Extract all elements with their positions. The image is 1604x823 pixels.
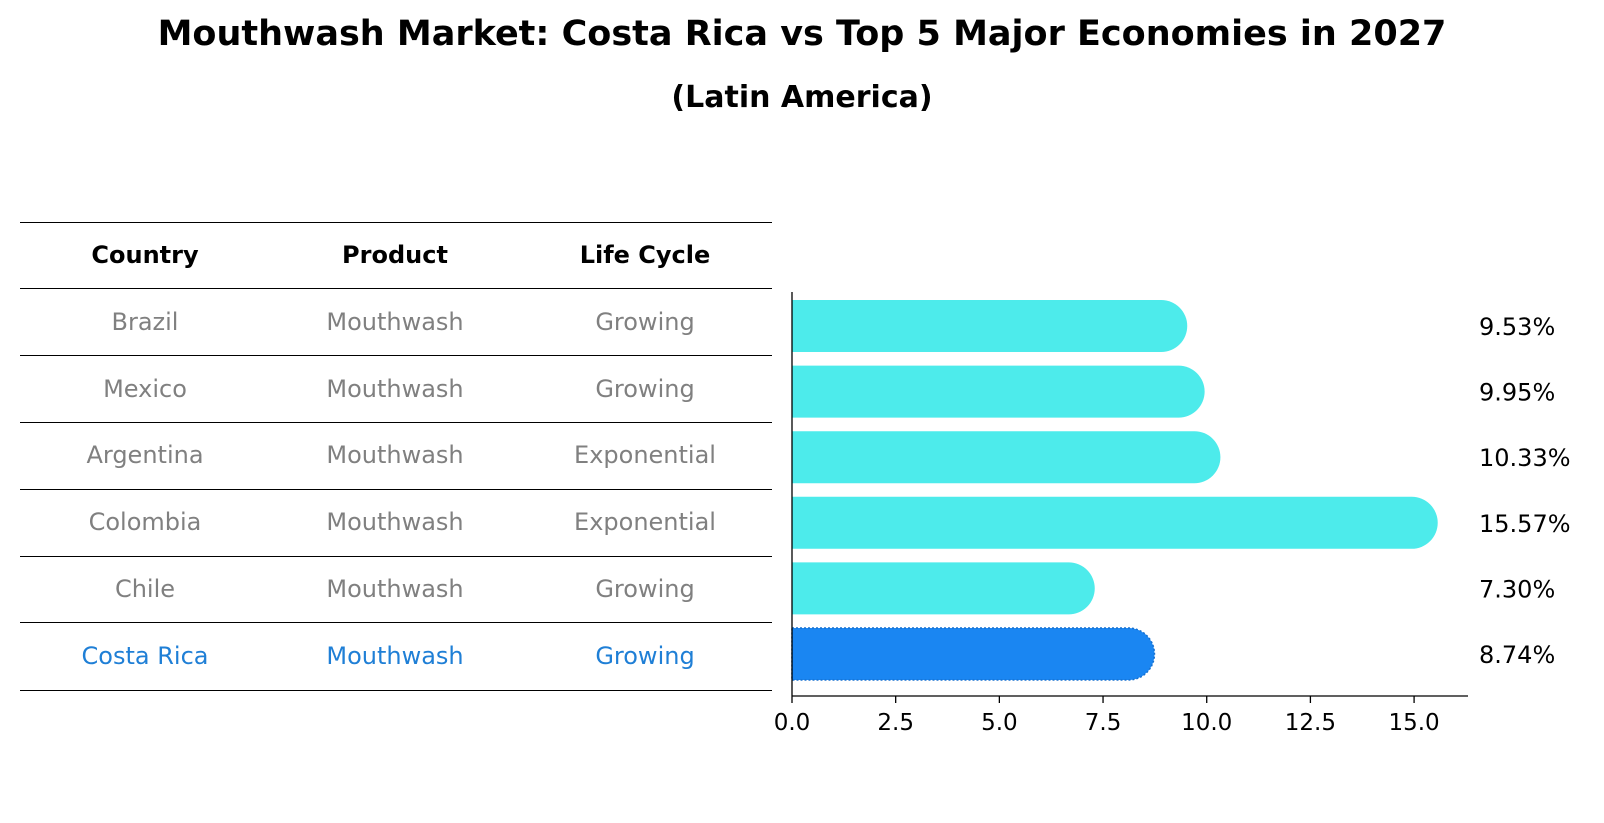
table-cell-country: Mexico <box>103 375 187 403</box>
table-rule <box>20 489 772 490</box>
table-rule <box>20 222 772 223</box>
bar-colombia <box>792 496 1438 549</box>
table-cell-product: Mouthwash <box>326 308 464 336</box>
table-rule <box>20 622 772 623</box>
x-tick-label: 7.5 <box>1085 710 1122 736</box>
table-cell-product: Mouthwash <box>326 375 464 403</box>
table-cell-product: Mouthwash <box>326 508 464 536</box>
table-rule <box>20 690 772 691</box>
table-cell-country: Chile <box>114 575 176 603</box>
table-rule <box>20 355 772 356</box>
table-header-country: Country <box>91 241 199 269</box>
x-tick-label: 12.5 <box>1285 710 1336 736</box>
table-cell-country: Colombia <box>88 508 202 536</box>
table-rule <box>20 556 772 557</box>
bar-costa-rica <box>791 627 1156 681</box>
table-cell-life-cycle: Growing <box>595 308 695 336</box>
table-cell-life-cycle: Growing <box>595 375 695 403</box>
value-label: 7.30% <box>1479 575 1555 603</box>
table-cell-country: Costa Rica <box>81 642 209 670</box>
table-header-product: Product <box>342 241 448 269</box>
table-rule <box>20 288 772 289</box>
x-tick-label: 15.0 <box>1388 710 1439 736</box>
bar-brazil <box>792 300 1188 352</box>
chart-title: Mouthwash Market: Costa Rica vs Top 5 Ma… <box>157 14 1447 54</box>
x-tick-label: 10.0 <box>1181 710 1232 736</box>
x-tick-label: 5.0 <box>981 710 1018 736</box>
table-cell-country: Brazil <box>111 308 179 336</box>
table-cell-life-cycle: Growing <box>595 575 695 603</box>
table-cell-product: Mouthwash <box>326 575 464 603</box>
table-cell-life-cycle: Exponential <box>574 441 716 469</box>
table-cell-life-cycle: Exponential <box>574 508 716 536</box>
table-cell-product: Mouthwash <box>326 441 464 469</box>
x-tick-label: 0.0 <box>774 710 811 736</box>
table-cell-life-cycle: Growing <box>595 642 695 670</box>
x-tick-label: 2.5 <box>877 710 914 736</box>
bar-argentina <box>792 431 1221 484</box>
value-label: 15.57% <box>1479 510 1571 538</box>
table-header-life-cycle: Life Cycle <box>579 241 711 269</box>
chart-subtitle: (Latin America) <box>671 80 933 115</box>
table-cell-country: Argentina <box>86 441 204 469</box>
bar-mexico <box>792 365 1205 418</box>
value-label: 9.95% <box>1479 379 1555 407</box>
bar-chile <box>792 562 1095 615</box>
value-label: 10.33% <box>1479 444 1571 472</box>
value-label: 9.53% <box>1479 313 1555 341</box>
value-label: 8.74% <box>1479 641 1555 669</box>
table-rule <box>20 422 772 423</box>
table-cell-product: Mouthwash <box>326 642 464 670</box>
